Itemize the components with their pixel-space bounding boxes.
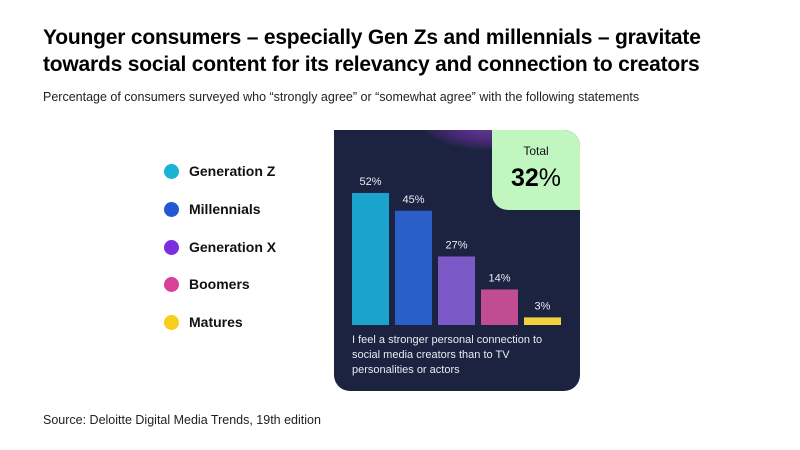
legend-label: Matures xyxy=(189,314,243,330)
chart-title: Younger consumers – especially Gen Zs an… xyxy=(43,26,701,76)
bar-generation-z xyxy=(352,193,389,325)
bar-generation-x xyxy=(438,256,475,325)
legend-item-boomers: Boomers xyxy=(164,273,250,295)
bar-chart: 52% 45% 27% 14% 3% xyxy=(352,176,561,325)
total-unit: % xyxy=(538,164,562,192)
data-label: 3% xyxy=(535,300,551,312)
legend-label: Boomers xyxy=(189,276,250,292)
total-value-text: 32% xyxy=(492,164,580,193)
data-label: 14% xyxy=(488,272,510,284)
legend-label: Millennials xyxy=(189,201,261,217)
chart-subtitle: Percentage of consumers surveyed who “st… xyxy=(43,90,640,104)
legend-item-generation-z: Generation Z xyxy=(164,160,275,182)
chart-statement: I feel a stronger personal connection to… xyxy=(352,334,543,376)
legend-label: Generation X xyxy=(189,239,277,255)
legend-swatch-boomers xyxy=(164,276,179,292)
total-value: 32 xyxy=(510,164,539,192)
bar-matures xyxy=(524,317,561,325)
legend-swatch-generation-x xyxy=(164,239,179,255)
total-badge: Total 32% xyxy=(492,130,580,210)
data-label: 27% xyxy=(445,239,467,251)
source-note: Source: Deloitte Digital Media Trends, 1… xyxy=(43,413,321,427)
legend-item-matures: Matures xyxy=(164,311,243,333)
legend-item-millennials: Millennials xyxy=(164,198,261,220)
legend-item-generation-x: Generation X xyxy=(164,236,276,258)
bar-boomers xyxy=(481,289,518,325)
legend-swatch-matures xyxy=(164,314,179,330)
data-label: 45% xyxy=(402,194,424,206)
total-label: Total xyxy=(523,144,549,158)
data-label: 52% xyxy=(359,176,381,188)
legend-swatch-millennials xyxy=(164,201,179,217)
bar-millennials xyxy=(395,210,432,325)
legend-swatch-generation-z xyxy=(164,163,179,179)
legend-label: Generation Z xyxy=(189,163,276,179)
